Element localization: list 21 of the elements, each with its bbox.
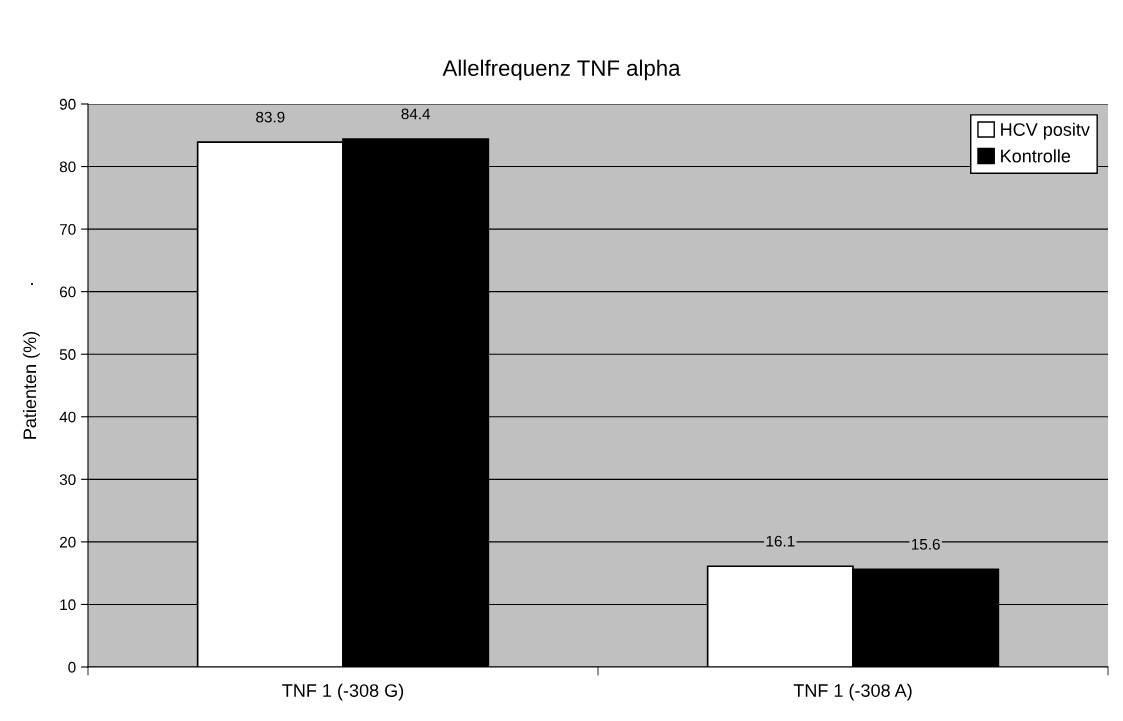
data-label: 16.1 bbox=[766, 535, 795, 547]
y-tick-label: 90 bbox=[59, 98, 76, 110]
legend-label: Kontrolle bbox=[1001, 149, 1071, 163]
y-tick-label: 20 bbox=[59, 536, 76, 548]
y-tick-label: 10 bbox=[60, 599, 76, 611]
text: . bbox=[31, 283, 33, 285]
y-tick-label: 30 bbox=[59, 474, 76, 486]
data-label: 84.4 bbox=[401, 108, 431, 120]
x-tick-label: TNF 1 (-308 G) bbox=[282, 683, 404, 701]
data-label: 83.9 bbox=[256, 111, 285, 123]
y-tick-label: 60 bbox=[59, 286, 76, 298]
y-axis-title: Patienten (%) bbox=[22, 331, 40, 439]
legend-label: HCV positv bbox=[1001, 122, 1090, 140]
y-tick-label: 70 bbox=[59, 223, 76, 235]
y-tick-label: 50 bbox=[59, 349, 76, 360]
data-label: 15.6 bbox=[911, 538, 940, 550]
chart-title: Allelfrequenz TNF alpha bbox=[442, 59, 681, 81]
x-tick-label: TNF 1 (-308 A) bbox=[793, 683, 912, 701]
y-tick-label: 80 bbox=[59, 161, 76, 173]
y-tick-label: 40 bbox=[59, 411, 76, 423]
y-tick-label: 0 bbox=[68, 661, 76, 673]
